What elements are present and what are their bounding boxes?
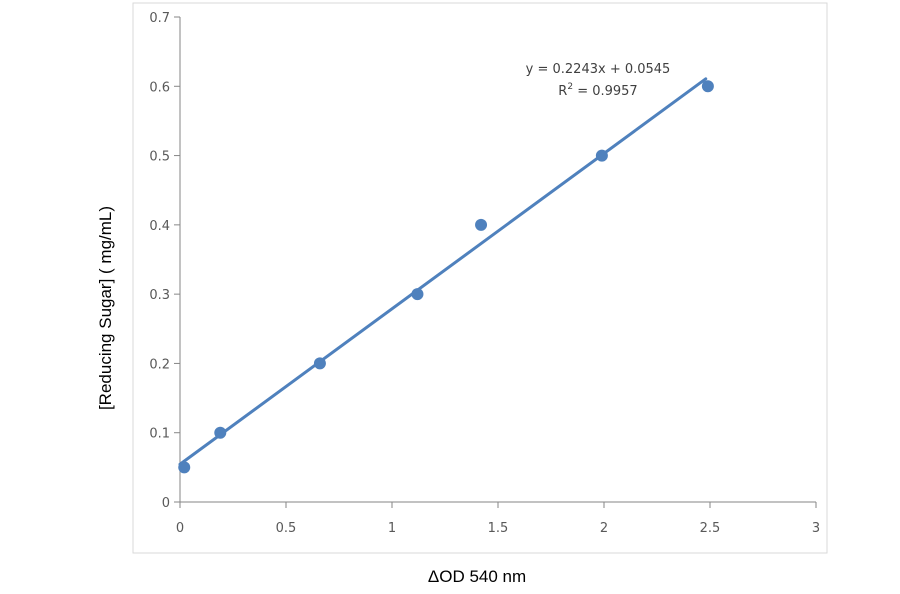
r-squared-prefix: R	[558, 84, 567, 99]
x-tick-label: 2.5	[700, 521, 721, 536]
y-axis-title: [Reducing Sugar] ( mg/mL)	[96, 206, 115, 410]
x-tick-label: 0.5	[276, 521, 297, 536]
y-tick-label: 0.5	[149, 150, 170, 165]
y-tick-label: 0.2	[149, 357, 170, 372]
data-point	[701, 80, 714, 93]
y-tick-label: 0.7	[149, 11, 170, 26]
data-point	[313, 357, 326, 370]
x-tick-label: 1	[388, 521, 396, 536]
r-squared-value: = 0.9957	[573, 84, 638, 99]
x-axis-title: ΔOD 540 nm	[428, 567, 526, 586]
plot-area-border	[132, 2, 828, 554]
x-tick-label: 1.5	[488, 521, 509, 536]
x-axis-ticks: 0 0.5 1 1.5 2 2.5 3	[176, 502, 820, 536]
data-point	[475, 218, 488, 231]
trendline-equation: y = 0.2243x + 0.0545	[526, 62, 671, 77]
y-tick-label: 0.6	[149, 80, 170, 95]
data-point	[595, 149, 608, 162]
x-tick-label: 3	[812, 521, 820, 536]
y-tick-label: 0	[162, 496, 170, 511]
r-squared-superscript: 2	[567, 82, 573, 92]
data-point	[214, 426, 227, 439]
y-tick-label: 0.3	[149, 288, 170, 303]
x-tick-label: 2	[600, 521, 608, 536]
r-squared-label: R2 = 0.9957	[558, 82, 637, 99]
data-point	[178, 461, 191, 474]
trendline	[178, 77, 708, 466]
y-tick-label: 0.1	[149, 427, 170, 442]
data-point	[411, 288, 424, 301]
x-tick-label: 0	[176, 521, 184, 536]
data-points	[178, 80, 714, 474]
y-axis-ticks: 0 0.1 0.2 0.3 0.4 0.5 0.6 0.7	[149, 11, 180, 511]
y-tick-label: 0.4	[149, 219, 170, 234]
